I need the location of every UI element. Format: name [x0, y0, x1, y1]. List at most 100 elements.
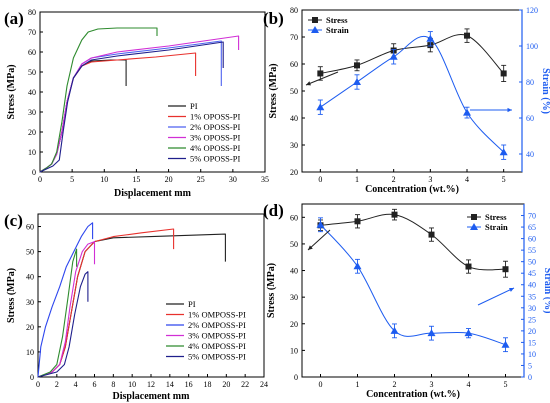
y-tick-label: 50 [290, 240, 298, 249]
y-tick-label: 60 [290, 60, 298, 69]
data-point [316, 103, 325, 111]
legend-marker [312, 17, 318, 23]
y-tick-label: 30 [26, 298, 34, 307]
y-axis-label: Stress (MPa) [6, 64, 17, 119]
x-axis-label: Concentration (wt.%) [365, 184, 459, 195]
data-point [353, 78, 361, 85]
x-tick-label: 5 [502, 175, 506, 184]
y-tick-label: 30 [28, 108, 36, 117]
annotation-arrowhead [306, 81, 311, 86]
series-line-2 [37, 222, 94, 378]
x-tick-label: 14 [166, 380, 174, 389]
y2-tick-label: 60 [526, 114, 534, 123]
x-tick-label: 4 [465, 175, 469, 184]
chart-panel-1: (b) 0 1 2 3 4 5 20 30 40 50 60 70 80 40 60 80 100 120 Strai… [263, 6, 550, 195]
data-point [502, 266, 509, 273]
legend-label: Strain [326, 25, 349, 35]
x-tick-label: 2 [393, 380, 397, 389]
legend-label: PI [188, 299, 196, 309]
panel-label: (d) [263, 201, 284, 220]
y2-tick-label: 40 [526, 150, 534, 159]
data-point [354, 218, 361, 225]
legend-label: 2% OMPOSS-PI [188, 320, 246, 330]
x-tick-label: 5 [504, 380, 508, 389]
x-tick-label: 4 [74, 380, 78, 389]
y-tick-label: 70 [28, 28, 36, 37]
series-line-4 [37, 248, 78, 378]
x-tick-label: 15 [132, 175, 140, 184]
x-tick-label: 10 [100, 175, 108, 184]
legend-label: Stress [326, 15, 348, 25]
series-line-4 [39, 27, 158, 173]
y2-tick-label: 50 [528, 258, 536, 267]
y2-tick-label: 45 [528, 269, 536, 278]
panel-label: (b) [263, 9, 284, 28]
legend-label: Stress [485, 212, 507, 222]
x-tick-label: 20 [222, 380, 230, 389]
legend-label: Strain [485, 222, 508, 232]
x-tick-label: 2 [55, 380, 59, 389]
y-tick-label: 30 [290, 293, 298, 302]
series-line-5 [37, 271, 89, 378]
x-tick-label: 3 [430, 380, 434, 389]
x-tick-label: 6 [93, 380, 97, 389]
x-axis-label: Concentration (wt.%) [366, 389, 460, 400]
data-point [317, 70, 324, 77]
y2-tick-label: 20 [528, 327, 536, 336]
x-tick-label: 25 [197, 175, 205, 184]
x-tick-label: 30 [229, 175, 237, 184]
y-axis-label: Stress (MPa) [268, 63, 279, 118]
y-tick-label: 40 [26, 273, 34, 282]
y2-tick-label: 100 [526, 42, 538, 51]
data-point [464, 329, 473, 337]
y-tick-label: 80 [28, 8, 36, 17]
series-line-0 [39, 59, 127, 173]
legend-marker [470, 223, 478, 230]
data-point [465, 263, 472, 270]
data-point [464, 32, 470, 39]
data-point [426, 34, 435, 42]
y2-tick-label: 70 [528, 212, 536, 221]
x-tick-label: 0 [319, 380, 323, 389]
series-line-5 [39, 41, 224, 173]
x-tick-label: 16 [185, 380, 193, 389]
y2-tick-label: 120 [526, 6, 538, 15]
y2-tick-label: 55 [528, 246, 536, 255]
y2-tick-label: 0 [528, 373, 532, 382]
y2-tick-label: 30 [528, 304, 536, 313]
legend-marker [471, 214, 477, 220]
y-tick-label: 30 [290, 141, 298, 150]
data-point [499, 148, 508, 156]
y-axis-label: Stress (MPa) [266, 263, 277, 318]
y2-tick-label: 35 [528, 292, 536, 301]
legend-marker [311, 26, 319, 33]
x-tick-label: 3 [428, 175, 432, 184]
x-tick-label: 1 [356, 380, 360, 389]
y-tick-label: 50 [26, 248, 34, 257]
y-tick-label: 60 [26, 223, 34, 232]
y2-axis-label: Strain (%) [540, 68, 550, 114]
data-point [390, 326, 399, 334]
data-point [427, 329, 436, 337]
legend-label: PI [190, 101, 198, 111]
series-curve-0 [320, 213, 506, 271]
chart-panel-0: (a) 0 5 10 15 20 25 30 35 0 10 20 30 40 50 60 70 80 Displa… [4, 8, 269, 199]
data-point [428, 231, 435, 238]
y-tick-label: 50 [290, 87, 298, 96]
annotation-arrowhead [509, 287, 514, 292]
x-tick-label: 0 [38, 175, 42, 184]
panel-label: (a) [4, 9, 24, 28]
y-axis-label: Stress (MPa) [6, 268, 17, 323]
y-tick-label: 10 [28, 148, 36, 157]
series-line-3 [37, 241, 96, 378]
y2-tick-label: 60 [528, 235, 536, 244]
annotation-arrow [305, 71, 339, 86]
y-tick-label: 0 [294, 373, 298, 382]
y-tick-label: 40 [290, 267, 298, 276]
y2-tick-label: 15 [528, 338, 536, 347]
y-tick-label: 40 [290, 114, 298, 123]
chart-panel-2: (c)0 2 4 6 8 10 12 14 16 18 20 22 240102030405060Dis… [4, 211, 268, 402]
x-tick-label: 0 [36, 380, 40, 389]
legend-label: 3% OMPOSS-PI [188, 331, 246, 341]
